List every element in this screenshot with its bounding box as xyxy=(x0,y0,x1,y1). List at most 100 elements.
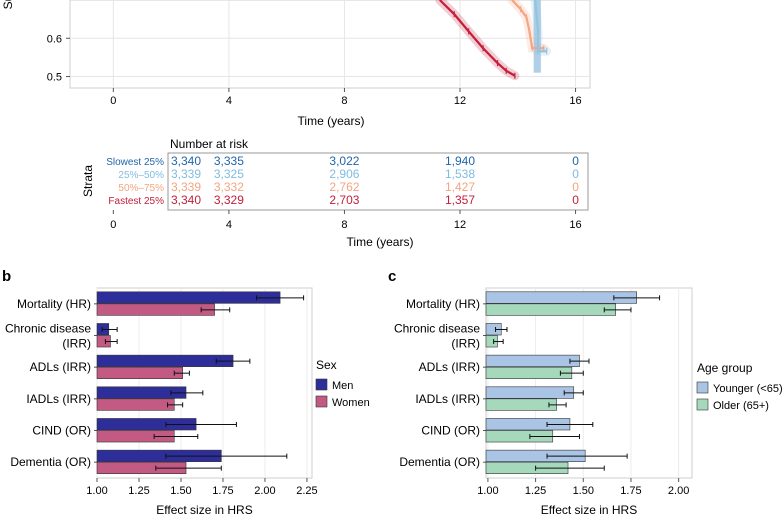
bar-category-label: ADLs (IRR) xyxy=(30,360,91,374)
risk-x-tick-label: 16 xyxy=(569,219,581,231)
bar-category-label: CIND (OR) xyxy=(32,424,91,438)
risk-cell: 3,340 xyxy=(171,193,201,207)
survival-plot-area xyxy=(69,0,591,89)
risk-cell: 2,906 xyxy=(329,167,359,181)
survival-x-tick-label: 12 xyxy=(454,95,466,107)
bar-Men xyxy=(96,291,281,304)
bar-x-axis-label: Effect size in HRS xyxy=(541,503,637,517)
age-effect-panel: 1.00 1.25 1.50 1.75 2.00 Effect size in HRS Mo… xyxy=(394,287,782,517)
survival-panel: 0.5 0.6 0 4 8 12 16 Su Time (years) xyxy=(1,0,591,128)
risk-table-rows: Slowest 25% 3,340 3,335 3,022 1,940 0 25%–50% 3… xyxy=(106,154,579,207)
legend-title: Age group xyxy=(697,361,753,375)
risk-cell: 3,340 xyxy=(171,154,201,168)
survival-series xyxy=(435,0,552,81)
risk-row-label: 50%–75% xyxy=(118,183,164,194)
risk-table-strata-label: Strata xyxy=(81,165,95,197)
risk-cell: 3,022 xyxy=(329,154,359,168)
panel-label-b: b xyxy=(2,268,11,285)
risk-cell: 1,427 xyxy=(445,180,475,194)
bar-x-tick-label: 1.25 xyxy=(525,485,546,497)
survival-x-tick-label: 16 xyxy=(569,95,581,107)
legend-label: Younger (<65) xyxy=(713,383,782,395)
risk-x-tick-label: 4 xyxy=(226,219,232,231)
bar-x-tick-label: 1.75 xyxy=(620,485,641,497)
survival-x-axis-label: Time (years) xyxy=(298,114,365,128)
bar-Older (65+) xyxy=(485,303,617,316)
bar-category-label: (IRR) xyxy=(62,337,91,351)
survival-gridlines xyxy=(70,0,590,88)
bar-x-tick-label: 1.00 xyxy=(477,485,498,497)
risk-cell: 3,329 xyxy=(214,193,244,207)
panel-label-c: c xyxy=(388,268,396,285)
survival-x-tick-label: 4 xyxy=(226,95,232,107)
survival-y-axis-label: Su xyxy=(1,0,15,9)
risk-row-label: Fastest 25% xyxy=(108,196,164,207)
legend-swatch xyxy=(696,381,709,394)
legend-title: Sex xyxy=(316,358,337,372)
risk-table: Number at risk Strata Slowest 25% 3,340 3,… xyxy=(81,137,589,249)
bar-category-label: Dementia (OR) xyxy=(399,455,480,469)
risk-cell: 3,339 xyxy=(171,167,201,181)
risk-x-tick-label: 8 xyxy=(341,219,347,231)
bar-x-tick-label: 1.00 xyxy=(86,485,107,497)
survival-curve-50%–75% xyxy=(511,0,544,50)
bar-Women xyxy=(96,303,215,316)
risk-cell: 0 xyxy=(572,167,579,181)
bar-category-label: Chronic disease xyxy=(5,322,91,336)
sex-effect-panel: 1.00 1.25 1.50 1.75 2.00 2.25 Effect size in H… xyxy=(5,287,370,517)
bar-category-label: IADLs (IRR) xyxy=(415,392,480,406)
risk-cell: 3,335 xyxy=(214,154,244,168)
bar-category-label: Mortality (HR) xyxy=(406,297,480,311)
legend-swatch xyxy=(315,378,328,391)
risk-cell: 1,357 xyxy=(445,193,475,207)
legend-swatch xyxy=(696,398,709,411)
survival-x-tick-label: 8 xyxy=(341,95,347,107)
bar-x-tick-label: 1.50 xyxy=(170,485,191,497)
risk-cell: 3,339 xyxy=(171,180,201,194)
risk-table-frame xyxy=(167,152,589,211)
bar-x-tick-label: 2.00 xyxy=(254,485,275,497)
bar-plot-area xyxy=(96,287,313,479)
legend-swatch xyxy=(315,395,328,408)
bar-category-label: IADLs (IRR) xyxy=(26,392,91,406)
bar-x-tick-label: 1.25 xyxy=(128,485,149,497)
bar-category-label: Dementia (OR) xyxy=(10,455,91,469)
legend-label: Older (65+) xyxy=(713,400,769,412)
risk-cell: 1,940 xyxy=(445,154,475,168)
risk-cell: 3,332 xyxy=(214,180,244,194)
bar-category-label: ADLs (IRR) xyxy=(419,360,480,374)
bar-category-label: (IRR) xyxy=(451,337,480,351)
bar-x-tick-label: 1.50 xyxy=(573,485,594,497)
legend-label: Men xyxy=(332,380,353,392)
survival-y-tick-label: 0.5 xyxy=(47,72,62,84)
bar-x-axis-label: Effect size in HRS xyxy=(156,503,252,517)
risk-cell: 3,325 xyxy=(214,167,244,181)
bar-Older (65+) xyxy=(485,398,557,411)
bar-category-label: Mortality (HR) xyxy=(17,297,91,311)
risk-cell: 0 xyxy=(572,193,579,207)
survival-y-tick-label: 0.6 xyxy=(47,33,62,45)
risk-row-label: Slowest 25% xyxy=(106,157,164,168)
risk-cell: 2,703 xyxy=(329,193,359,207)
risk-cell: 0 xyxy=(572,180,579,194)
bar-Older (65+) xyxy=(485,366,573,379)
bar-plot-area xyxy=(485,287,693,479)
bar-Men xyxy=(96,354,234,367)
bar-category-label: CIND (OR) xyxy=(421,424,480,438)
bar-category-label: Chronic disease xyxy=(394,322,480,336)
risk-table-title: Number at risk xyxy=(170,137,249,151)
risk-x-tick-label: 12 xyxy=(454,219,466,231)
risk-cell: 1,538 xyxy=(445,167,475,181)
bar-Younger (<65) xyxy=(485,386,575,399)
risk-cell: 0 xyxy=(572,154,579,168)
bar-x-tick-label: 2.25 xyxy=(296,485,317,497)
risk-table-x-ticks: 0 4 8 12 16 xyxy=(110,210,582,231)
bar-Women xyxy=(96,366,183,379)
risk-row-label: 25%–50% xyxy=(118,170,164,181)
risk-x-tick-label: 0 xyxy=(110,219,116,231)
survival-y-ticks: 0.5 0.6 xyxy=(47,33,70,84)
risk-cell: 2,762 xyxy=(329,180,359,194)
survival-curve-25%–50% xyxy=(534,0,547,53)
survival-x-ticks: 0 4 8 12 16 xyxy=(110,88,582,107)
